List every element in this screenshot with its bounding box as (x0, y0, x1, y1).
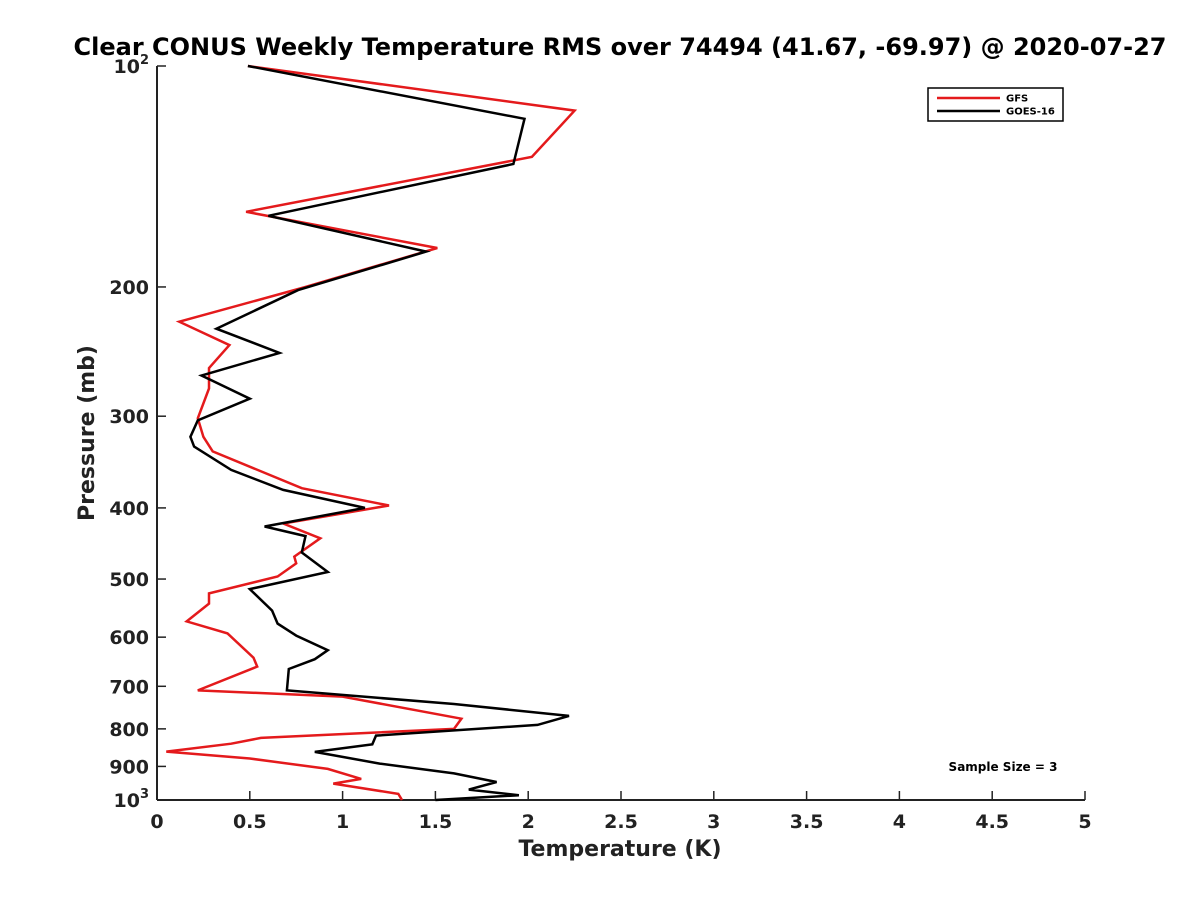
series-line-goes-16 (189, 64, 570, 802)
y-tick-label: 200 (109, 277, 149, 299)
x-tick-label: 0.5 (233, 811, 267, 833)
x-tick-label: 4.5 (975, 811, 1009, 833)
x-tick-label: 1.5 (419, 811, 453, 833)
series-layer (166, 64, 578, 802)
chart-title: Clear CONUS Weekly Temperature RMS over … (74, 33, 1167, 61)
x-tick-label: 2 (522, 811, 535, 833)
y-tick-label: 500 (109, 569, 149, 591)
y-tick-label: 400 (109, 498, 149, 520)
x-axis-label: Temperature (K) (518, 837, 721, 862)
y-tick-label: 102 (114, 53, 150, 78)
y-tick-exponent: 2 (140, 53, 149, 68)
x-tick-label: 5 (1078, 811, 1091, 833)
legend: GFS GOES-16 (927, 87, 1064, 122)
x-tick-label: 0 (150, 811, 163, 833)
y-tick-label: 700 (109, 676, 149, 698)
y-tick-label: 300 (109, 406, 149, 428)
sample-size-annotation: Sample Size = 3 (949, 760, 1058, 774)
y-axis-label: Pressure (mb) (75, 345, 100, 521)
y-tick-base: 10 (114, 790, 140, 812)
x-tick-label: 1 (336, 811, 349, 833)
legend-label: GFS (1006, 94, 1028, 105)
legend-box (927, 87, 1064, 122)
tick-labels: 0 0.5 1 1.5 2 2.5 3 3.5 4 4.5 51022003004005006007… (109, 53, 1091, 833)
x-tick-label: 4 (893, 811, 906, 833)
series-line-gfs (166, 64, 578, 801)
x-tick-label: 3 (707, 811, 720, 833)
y-tick-exponent: 3 (140, 787, 149, 802)
axes (156, 65, 1086, 801)
x-tick-label: 2.5 (604, 811, 638, 833)
y-tick-label: 103 (114, 787, 150, 812)
y-tick-label: 900 (109, 756, 149, 778)
legend-label: GOES-16 (1006, 107, 1055, 118)
x-tick-label: 3.5 (790, 811, 824, 833)
y-tick-base: 10 (114, 56, 140, 78)
y-tick-label: 600 (109, 627, 149, 649)
y-tick-label: 800 (109, 719, 149, 741)
